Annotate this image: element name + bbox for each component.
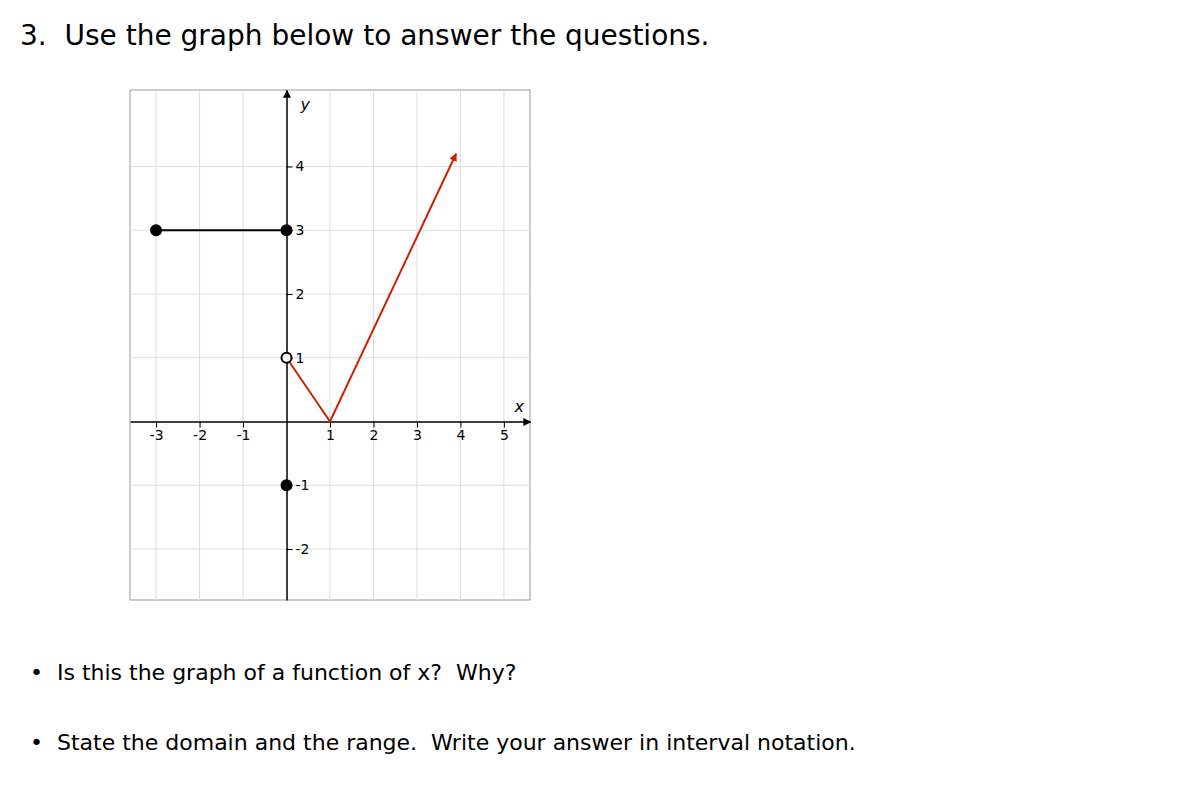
tick-label: -2 xyxy=(296,541,310,557)
tick-label: 1 xyxy=(326,427,335,443)
tick-label: 2 xyxy=(370,427,379,443)
series-line xyxy=(156,229,286,231)
chart-svg: 3. Use the graph below to answer the que… xyxy=(0,0,1200,811)
annotation: • Is this the graph of a function of x? … xyxy=(30,660,516,685)
tick-label: -3 xyxy=(150,427,164,443)
tick-label: -1 xyxy=(296,477,310,493)
tick-mark xyxy=(287,294,293,295)
tick-label: 3 xyxy=(413,427,422,443)
tick-label: 5 xyxy=(500,427,509,443)
plot-area xyxy=(151,154,456,491)
plot-frame xyxy=(130,90,530,600)
tick: 5 xyxy=(500,422,509,444)
tick-mark xyxy=(287,549,293,550)
tick: -2 xyxy=(193,422,207,444)
tick-label: 1 xyxy=(296,350,305,366)
tick: 2 xyxy=(370,422,379,444)
tick-mark xyxy=(287,167,293,168)
point xyxy=(282,480,292,490)
grid-line-y xyxy=(130,357,530,358)
grid xyxy=(130,90,530,600)
point xyxy=(282,225,292,235)
grid-line-y xyxy=(130,230,530,231)
tick-label: 2 xyxy=(296,286,305,302)
tick-label: 4 xyxy=(456,427,465,443)
tick: 4 xyxy=(456,422,465,444)
point xyxy=(151,225,161,235)
tick-label: 4 xyxy=(296,158,305,174)
grid-line-y xyxy=(130,294,530,295)
tick: 3 xyxy=(413,422,422,444)
x-axis: -3 -2 -1 1 2 3 4 5 xyxy=(131,422,531,444)
tick-label: 3 xyxy=(296,222,305,238)
tick: 4 xyxy=(287,158,305,174)
series-line xyxy=(287,154,457,422)
y-axis-label: y xyxy=(300,95,311,114)
tick-label: -1 xyxy=(237,427,251,443)
y-axis: -2 -1 1 2 3 4 xyxy=(287,91,310,601)
annotation: • State the domain and the range. Write … xyxy=(30,730,856,755)
grid-line-y xyxy=(130,549,530,550)
tick: -1 xyxy=(237,422,251,444)
lines xyxy=(156,154,456,422)
tick: 2 xyxy=(287,286,305,302)
x-axis-label: x xyxy=(514,397,525,416)
tick: 1 xyxy=(326,422,335,444)
tick: -3 xyxy=(150,422,164,444)
open-point xyxy=(282,353,292,363)
tick: -2 xyxy=(287,541,310,557)
chart-container: 3. Use the graph below to answer the que… xyxy=(0,0,1200,811)
points xyxy=(151,225,291,490)
grid-line-y xyxy=(130,166,530,167)
grid-line-y xyxy=(130,485,530,486)
title: 3. Use the graph below to answer the que… xyxy=(20,19,710,52)
tick-label: -2 xyxy=(193,427,207,443)
